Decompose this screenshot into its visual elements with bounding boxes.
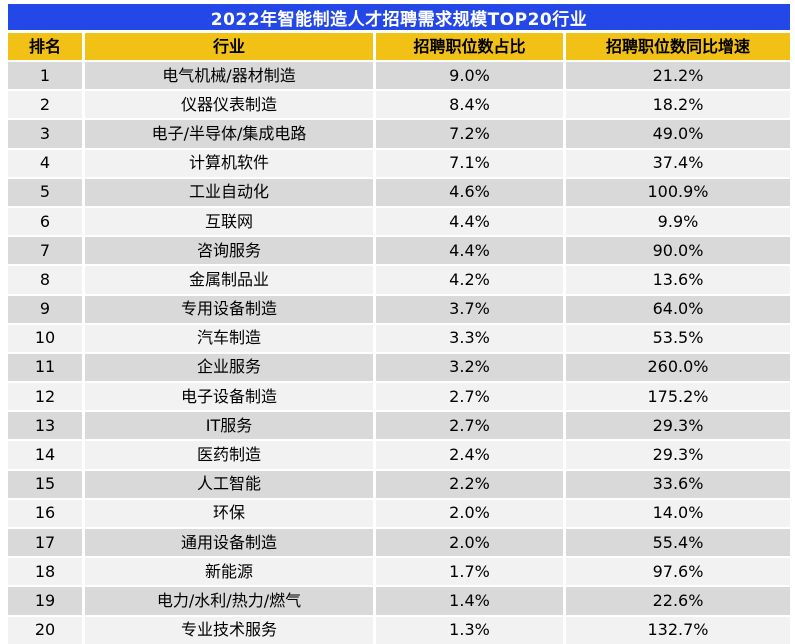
industry-cell: 新能源 [85,558,373,586]
growth-cell: 175.2% [566,383,790,411]
share-cell: 3.7% [376,295,563,323]
industry-cell: 专业技术服务 [85,616,373,644]
share-cell: 8.4% [376,91,563,119]
industry-cell: 专用设备制造 [85,295,373,323]
growth-cell: 97.6% [566,558,790,586]
share-cell: 2.4% [376,441,563,469]
growth-cell: 29.3% [566,441,790,469]
growth-cell: 132.7% [566,616,790,644]
rank-cell: 12 [8,383,82,411]
share-cell: 1.7% [376,558,563,586]
share-cell: 4.4% [376,237,563,265]
share-cell: 7.2% [376,120,563,148]
growth-cell: 90.0% [566,237,790,265]
share-cell: 1.3% [376,616,563,644]
rank-cell: 2 [8,91,82,119]
growth-cell: 55.4% [566,529,790,557]
data-table: 排名 行业 招聘职位数占比 招聘职位数同比增速 1 电气机械/器材制造 9.0%… [8,33,790,644]
column-header-share: 招聘职位数占比 [376,33,563,60]
rank-cell: 4 [8,149,82,177]
industry-cell: 电气机械/器材制造 [85,62,373,90]
rank-cell: 15 [8,470,82,498]
rank-cell: 16 [8,499,82,527]
rank-cell: 13 [8,412,82,440]
share-cell: 3.2% [376,353,563,382]
industry-cell: 电力/水利/热力/燃气 [85,587,373,615]
growth-cell: 14.0% [566,499,790,527]
rank-cell: 11 [8,353,82,382]
growth-cell: 100.9% [566,178,790,206]
rank-cell: 8 [8,266,82,294]
industry-cell: 通用设备制造 [85,529,373,557]
share-cell: 2.7% [376,412,563,440]
rank-cell: 5 [8,178,82,206]
rank-cell: 1 [8,62,82,90]
share-cell: 4.6% [376,178,563,206]
rank-cell: 6 [8,207,82,236]
share-cell: 1.4% [376,587,563,615]
rank-cell: 7 [8,237,82,265]
growth-cell: 64.0% [566,295,790,323]
industry-cell: IT服务 [85,412,373,440]
industry-cell: 企业服务 [85,353,373,382]
growth-cell: 22.6% [566,587,790,615]
industry-cell: 金属制品业 [85,266,373,294]
growth-cell: 37.4% [566,149,790,177]
rank-cell: 3 [8,120,82,148]
growth-cell: 13.6% [566,266,790,294]
share-cell: 3.3% [376,324,563,352]
rank-cell: 9 [8,295,82,323]
rank-cell: 14 [8,441,82,469]
growth-cell: 33.6% [566,470,790,498]
growth-cell: 9.9% [566,207,790,236]
column-header-growth: 招聘职位数同比增速 [566,33,790,60]
column-header-rank: 排名 [8,33,82,60]
industry-cell: 咨询服务 [85,237,373,265]
growth-cell: 29.3% [566,412,790,440]
share-cell: 2.7% [376,383,563,411]
rank-cell: 19 [8,587,82,615]
share-cell: 2.0% [376,499,563,527]
rank-cell: 18 [8,558,82,586]
share-cell: 2.2% [376,470,563,498]
industry-cell: 电子/半导体/集成电路 [85,120,373,148]
growth-cell: 53.5% [566,324,790,352]
rank-cell: 10 [8,324,82,352]
growth-cell: 49.0% [566,120,790,148]
share-cell: 2.0% [376,529,563,557]
industry-cell: 仪器仪表制造 [85,91,373,119]
rank-cell: 20 [8,616,82,644]
industry-cell: 医药制造 [85,441,373,469]
share-cell: 4.4% [376,207,563,236]
industry-cell: 互联网 [85,207,373,236]
share-cell: 9.0% [376,62,563,90]
growth-cell: 21.2% [566,62,790,90]
industry-cell: 计算机软件 [85,149,373,177]
growth-cell: 18.2% [566,91,790,119]
table-title: 2022年智能制造人才招聘需求规模TOP20行业 [8,4,790,30]
industry-cell: 人工智能 [85,470,373,498]
industry-cell: 工业自动化 [85,178,373,206]
industry-cell: 电子设备制造 [85,383,373,411]
share-cell: 7.1% [376,149,563,177]
growth-cell: 260.0% [566,353,790,382]
industry-cell: 汽车制造 [85,324,373,352]
rank-cell: 17 [8,529,82,557]
column-header-industry: 行业 [85,33,373,60]
share-cell: 4.2% [376,266,563,294]
industry-cell: 环保 [85,499,373,527]
